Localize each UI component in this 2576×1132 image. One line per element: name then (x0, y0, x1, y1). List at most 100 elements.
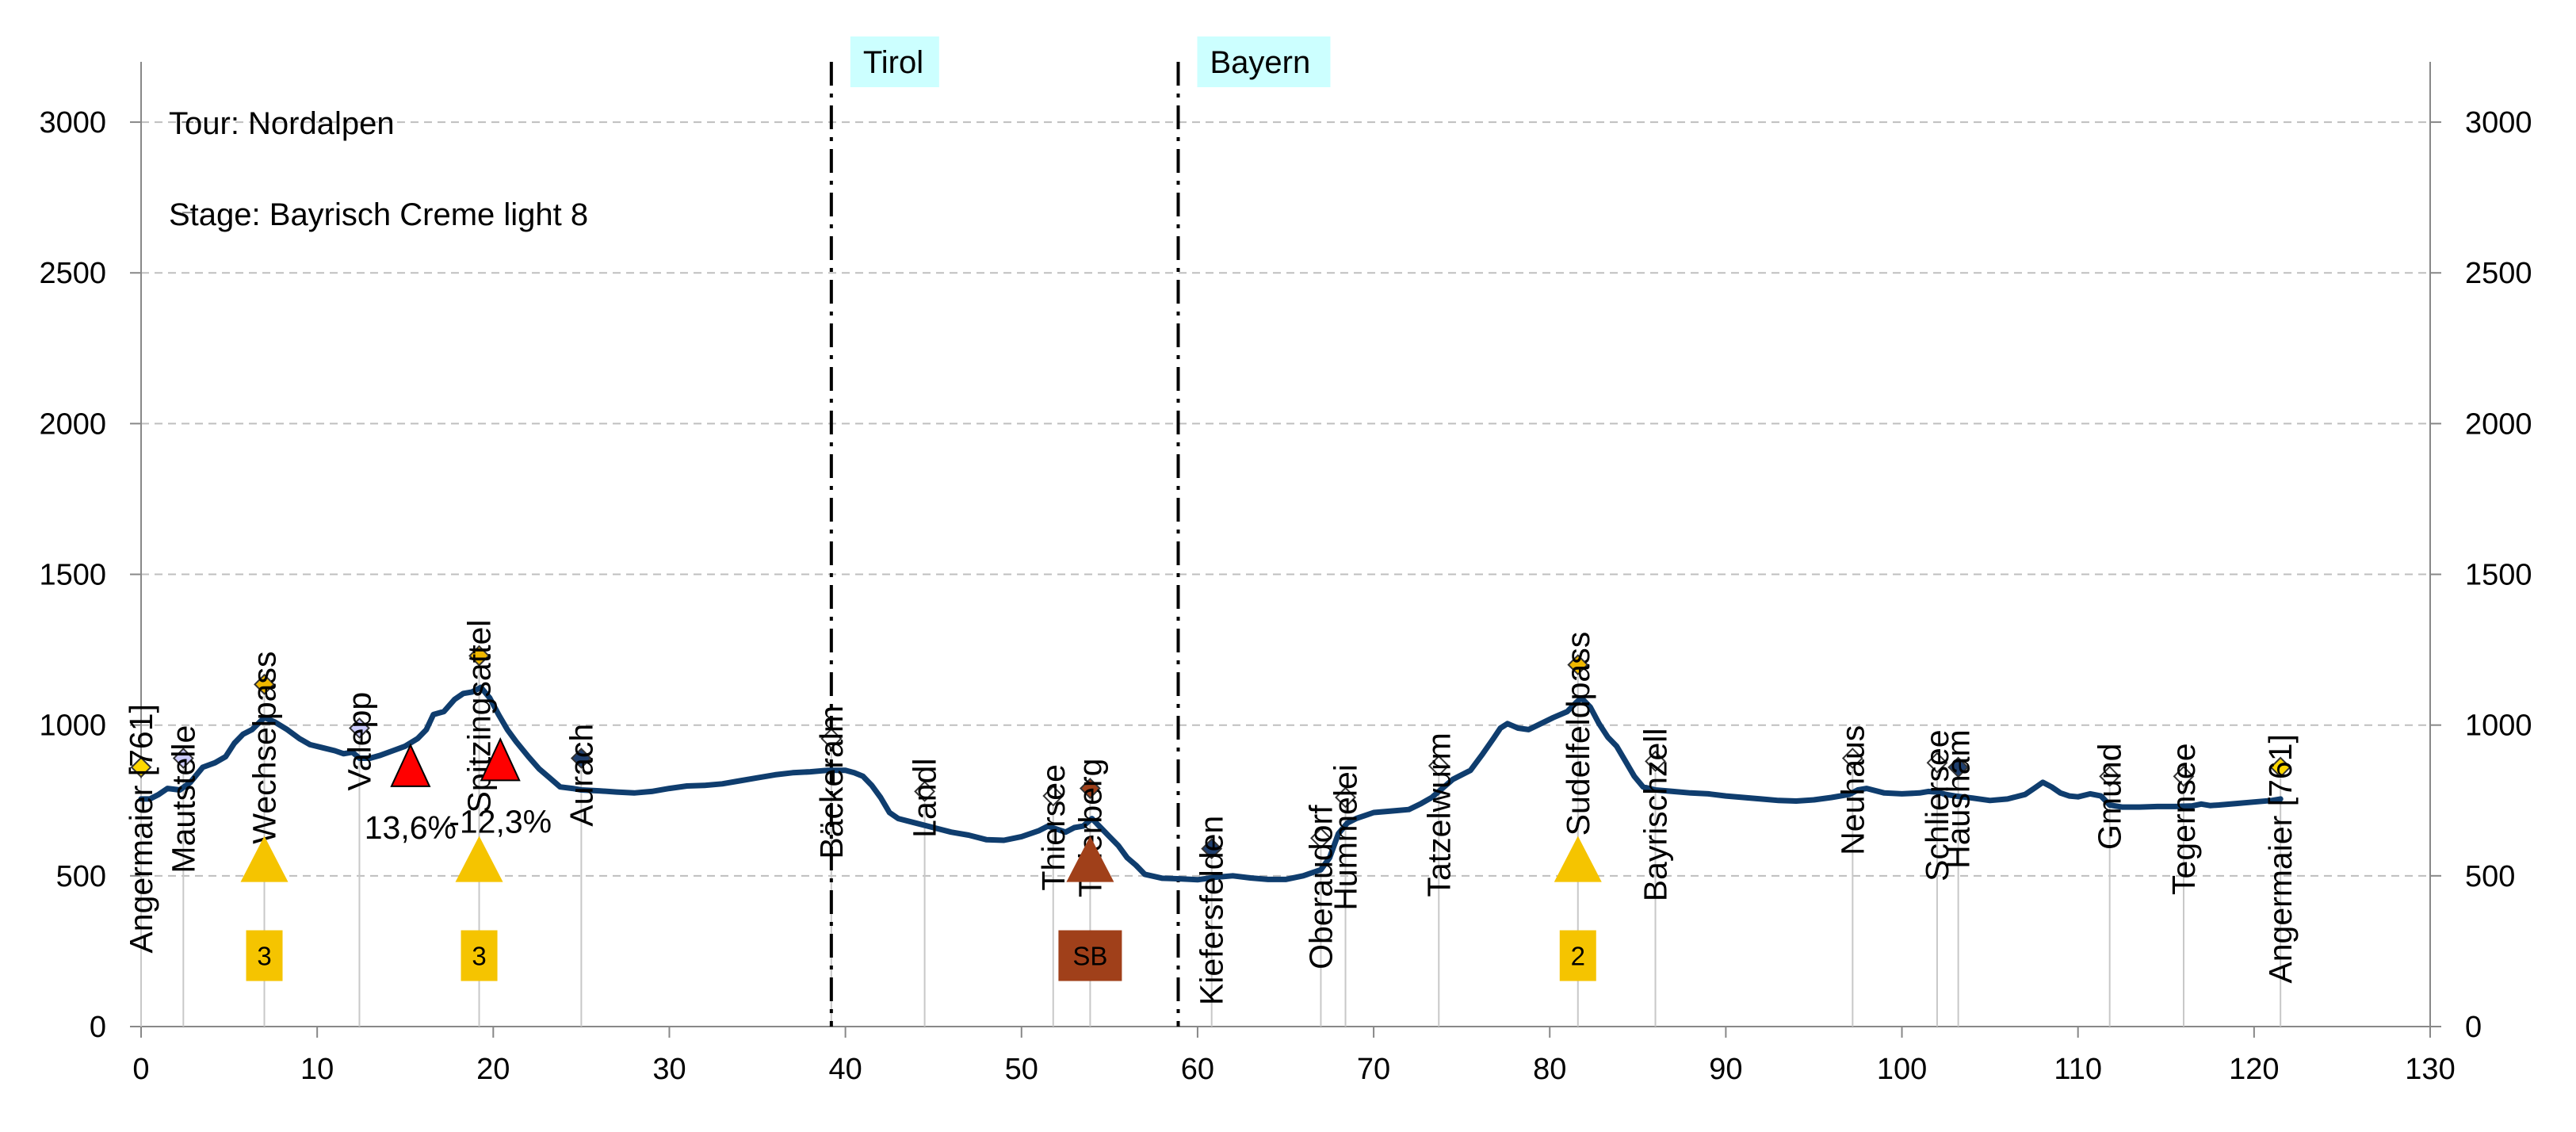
climb-triangle (1066, 836, 1114, 882)
gradient-triangle (390, 743, 431, 787)
x-tick-label: 30 (652, 1053, 686, 1086)
profile-series (138, 684, 2284, 883)
region-label: Bayern (1210, 45, 1310, 80)
y-tick-label-right: 2000 (2465, 407, 2532, 441)
tour-info: Tour: Nordalpen Stage: Bayrisch Creme li… (169, 106, 588, 232)
waypoint-diamond-marker (349, 717, 370, 739)
waypoint-diamond-marker (2269, 756, 2291, 778)
tour-title: Tour: Nordalpen (169, 106, 395, 141)
x-tick-label: 60 (1181, 1053, 1214, 1086)
region-borders: Tirol Bayern (829, 36, 1331, 1027)
gradient-label: 13,6% (365, 809, 457, 846)
climb-triangle (240, 836, 289, 882)
waypoint-label: Aurach (563, 724, 599, 827)
waypoint-diamond-marker (1926, 751, 1948, 774)
waypoint-diamond-marker (1645, 750, 1666, 772)
waypoint-label: Oberaudorf (1302, 805, 1339, 969)
x-tick-label: 20 (476, 1053, 510, 1086)
waypoint-label: Angermaier [761] (123, 704, 159, 954)
waypoint-diamond-marker (2099, 765, 2121, 787)
waypoint-label: Hummelei (1328, 764, 1364, 911)
region-label-bg (1197, 36, 1331, 87)
waypoint-diamond-marker (914, 780, 935, 802)
region-label: Tirol (863, 45, 923, 80)
climb-category-badge (1058, 930, 1122, 981)
waypoint-label: Neuhaus (1834, 725, 1871, 855)
axes: 0 0 500 500 1000 1000 1500 1500 2000 2000 2500 2500… (39, 62, 2532, 1086)
x-tick-label: 130 (2405, 1053, 2455, 1086)
waypoint-diamond-marker (254, 673, 275, 695)
x-tick-label: 40 (828, 1053, 862, 1086)
x-tick-label: 90 (1709, 1053, 1742, 1086)
y-tick-label-right: 500 (2465, 860, 2515, 893)
waypoint-diamond-marker (1841, 748, 1863, 769)
climb-category-badge (246, 930, 283, 981)
y-tick-label-left: 2000 (39, 407, 106, 441)
y-tick-label-left: 2500 (39, 257, 106, 290)
waypoint-diamond-marker (2173, 765, 2195, 787)
waypoint-diamond-marker (1428, 755, 1450, 777)
y-tick-label-right: 3000 (2465, 106, 2532, 140)
waypoint-label: Kiefersfelden (1194, 816, 1230, 1005)
climb-markers: 3 3 SB 2 (240, 836, 1602, 981)
waypoint-label: Wechselpass (247, 652, 283, 844)
waypoint-diamond-marker (172, 748, 194, 769)
climb-category-label: 3 (472, 942, 486, 971)
grid-lines (141, 121, 2430, 877)
stage-title: Stage: Bayrisch Creme light 8 (169, 197, 588, 232)
waypoint-label: Thiersee (1035, 764, 1072, 891)
gradient-triangle (480, 736, 521, 782)
y-tick-label-left: 1500 (39, 559, 106, 592)
x-tick-label: 10 (300, 1053, 334, 1086)
waypoint-diamond-marker (1947, 756, 1970, 778)
waypoint-diamond-marker (820, 728, 843, 750)
waypoint-label: Tatzelwurm (1420, 732, 1457, 897)
region-label-bg (850, 36, 939, 87)
climb-category-label: SB (1072, 942, 1107, 971)
waypoint-diamond-marker (1042, 785, 1064, 807)
climb-triangle (455, 836, 503, 882)
waypoint-label: Bäckeralm (813, 706, 850, 859)
waypoint-markers (130, 644, 2291, 860)
waypoint-label: Valepp (341, 692, 377, 791)
waypoint-label: Gmund (2092, 744, 2128, 850)
waypoint-diamond-marker (1567, 654, 1589, 676)
waypoint-diamond-marker (468, 644, 490, 667)
waypoint-diamond-marker (1310, 827, 1332, 849)
y-tick-label-left: 3000 (39, 106, 106, 140)
gradient-label: -12,3% (449, 803, 552, 839)
gradient-markers: 13,6%-12,3% (365, 736, 552, 846)
x-tick-label: 0 (132, 1053, 149, 1086)
waypoint-label: Mautstelle (165, 725, 201, 874)
y-tick-label-left: 1000 (39, 709, 106, 743)
x-tick-label: 50 (1005, 1053, 1038, 1086)
climb-category-label: 2 (1571, 942, 1585, 971)
waypoint-label: Landl (907, 759, 943, 838)
elevation-line (138, 684, 2284, 883)
x-tick-label: 100 (1877, 1053, 1927, 1086)
waypoint-diamond-marker (1079, 778, 1101, 799)
waypoint-diamond-marker (1335, 786, 1356, 809)
y-tick-label-left: 500 (56, 860, 106, 893)
y-tick-label-left: 0 (90, 1011, 106, 1044)
x-tick-label: 110 (2054, 1053, 2102, 1086)
waypoint-label: Hausham (1940, 729, 1977, 868)
x-tick-label: 80 (1533, 1053, 1566, 1086)
waypoint-label: Angermaier [761] (2262, 734, 2299, 984)
climb-triangle (1554, 836, 1602, 882)
climb-category-badge (461, 930, 498, 981)
climb-category-label: 3 (257, 942, 271, 971)
waypoint-diamond-marker (130, 756, 152, 778)
waypoint-diamond-marker (1201, 838, 1223, 860)
y-tick-label-right: 1500 (2465, 559, 2532, 592)
waypoint-label: Bayrischzell (1638, 728, 1674, 901)
x-tick-label: 70 (1357, 1053, 1390, 1086)
waypoint-label: Tegernsee (2165, 744, 2202, 895)
waypoint-label: Spitzingsattel (461, 620, 498, 813)
waypoint-label: Sudelfeldpass (1560, 632, 1596, 836)
y-tick-label-right: 1000 (2465, 709, 2532, 743)
y-tick-label-right: 2500 (2465, 257, 2532, 290)
climb-category-badge (1559, 930, 1596, 981)
waypoint-labels: Angermaier [761] Mautstelle Wechselpass Val… (123, 620, 2299, 1006)
